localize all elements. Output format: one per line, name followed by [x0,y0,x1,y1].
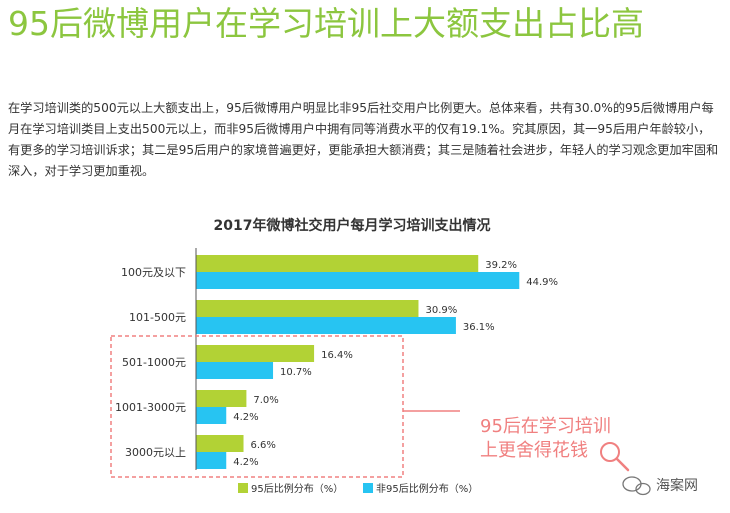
bar-series-2 [196,317,456,334]
bars-layer: 100元及以下 39.2% 44.9% 101-500元 30.9% 36.1% 501-1… [115,255,558,469]
bar-series-1 [196,300,419,317]
bar-series-2 [196,362,274,379]
bar-series-1 [196,345,315,362]
bar-series-1 [196,255,479,272]
bar-value-label: 4.2% [233,412,258,423]
bar-series-1 [196,435,244,452]
bar-series-1 [196,390,247,407]
bar-value-label: 16.4% [321,350,353,361]
bar-value-label: 36.1% [463,322,495,333]
legend: 95后比例分布（%） 非95后比例分布（%） [238,482,478,495]
bar-value-label: 39.2% [485,260,517,271]
body-paragraph: 在学习培训类的500元以上大额支出上，95后微博用户明显比非95后社交用户比例更… [8,101,719,178]
bar-value-label: 4.2% [233,457,258,468]
legend-label-2: 非95后比例分布（%） [376,482,478,495]
watermark-logo-icon [622,476,651,496]
watermark-text: 海案网 [656,477,698,494]
chart-title: 2017年微博社交用户每月学习培训支出情况 [214,217,491,234]
bar-value-label: 7.0% [253,395,278,406]
bar-series-2 [196,272,520,289]
category-label: 101-500元 [129,311,186,324]
annotation-line-2: 上更舍得花钱 [480,440,588,461]
bar-series-2 [196,452,227,469]
annotation-line-1: 95后在学习培训 [480,416,611,437]
bar-series-2 [196,407,227,424]
category-label: 3000元以上 [125,446,186,459]
headline: 95后微博用户在学习培训上大额支出占比高 [8,4,644,43]
bar-value-label: 10.7% [280,367,312,378]
magnifier-icon [600,442,630,472]
category-label: 100元及以下 [121,266,186,279]
bar-value-label: 30.9% [425,305,457,316]
bar-value-label: 44.9% [526,277,558,288]
legend-swatch-2 [363,483,373,493]
category-label: 1001-3000元 [115,401,186,414]
legend-label-1: 95后比例分布（%） [251,482,343,495]
category-label: 501-1000元 [122,356,186,369]
bar-value-label: 6.6% [251,440,276,451]
legend-swatch-1 [238,483,248,493]
